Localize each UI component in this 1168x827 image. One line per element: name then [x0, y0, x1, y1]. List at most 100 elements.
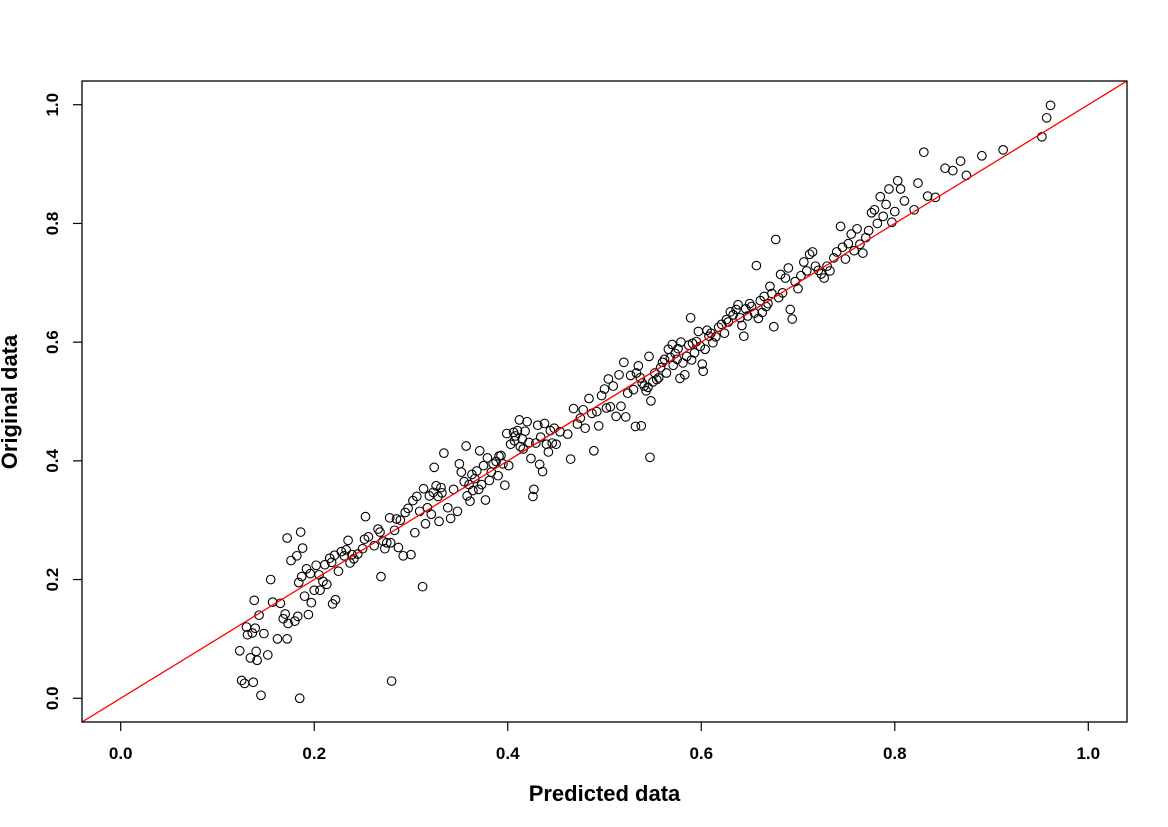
- data-point: [242, 629, 253, 640]
- data-point: [247, 628, 258, 638]
- data-point: [625, 370, 636, 381]
- data-point: [474, 445, 485, 456]
- data-point: [608, 381, 619, 391]
- data-point: [272, 634, 283, 644]
- data-point: [822, 261, 832, 272]
- data-point: [454, 458, 465, 469]
- data-point: [296, 571, 307, 582]
- data-point: [330, 594, 341, 605]
- data-point: [855, 239, 865, 250]
- data-point: [520, 426, 531, 437]
- data-point: [256, 690, 266, 701]
- data-point: [420, 518, 431, 529]
- data-point: [395, 515, 406, 526]
- data-point: [529, 484, 539, 495]
- data-point: [248, 677, 259, 688]
- data-point: [768, 321, 779, 332]
- data-point: [509, 435, 520, 446]
- data-point: [431, 480, 441, 491]
- data-point: [679, 369, 690, 380]
- reference-line: [82, 81, 1127, 722]
- x-tick-label: 0.6: [689, 744, 713, 763]
- data-point: [770, 234, 781, 245]
- data-point: [661, 368, 672, 378]
- data-point: [262, 650, 273, 660]
- data-point: [465, 496, 475, 507]
- data-point: [250, 623, 261, 634]
- y-axis-title: Original data: [0, 334, 22, 469]
- data-point: [306, 597, 317, 608]
- data-point: [551, 439, 561, 450]
- data-point: [568, 403, 579, 414]
- x-tick-label: 1.0: [1076, 744, 1100, 763]
- data-point: [909, 204, 919, 215]
- data-point: [863, 225, 874, 236]
- data-point: [728, 310, 739, 320]
- data-point: [311, 560, 322, 571]
- data-point: [721, 314, 732, 325]
- data-point: [426, 509, 437, 520]
- data-point: [373, 524, 383, 534]
- data-point: [1041, 112, 1052, 123]
- data-point: [593, 420, 604, 431]
- data-point: [895, 184, 906, 194]
- data-point: [493, 470, 503, 481]
- data-point: [668, 360, 679, 371]
- data-point: [315, 585, 325, 596]
- data-point: [708, 337, 718, 348]
- data-point: [265, 574, 276, 585]
- data-point: [343, 535, 353, 546]
- data-point: [436, 482, 446, 493]
- data-point: [468, 485, 478, 496]
- data-point: [737, 320, 747, 331]
- data-point: [796, 270, 806, 281]
- data-point: [655, 362, 666, 373]
- data-point: [899, 196, 910, 206]
- data-point: [733, 299, 743, 310]
- data-point: [866, 207, 877, 218]
- data-point: [628, 384, 639, 395]
- data-point: [947, 165, 958, 176]
- data-point: [605, 401, 616, 412]
- data-point: [673, 343, 683, 354]
- data-point: [385, 537, 396, 548]
- data-point: [411, 491, 422, 502]
- data-point: [645, 452, 655, 463]
- points-layer: [234, 100, 1056, 704]
- data-point: [804, 249, 815, 260]
- data-point: [282, 533, 292, 543]
- data-point: [693, 326, 704, 337]
- data-point: [635, 372, 646, 383]
- x-tick-label: 0.2: [302, 744, 326, 763]
- data-point: [245, 653, 256, 663]
- data-point: [290, 616, 300, 626]
- data-point: [254, 610, 264, 621]
- data-point: [611, 411, 621, 422]
- data-point: [643, 382, 653, 393]
- data-point: [360, 511, 371, 522]
- data-point: [651, 374, 662, 385]
- data-point: [889, 206, 900, 217]
- data-point: [589, 445, 599, 456]
- data-point: [339, 550, 350, 561]
- data-point: [439, 448, 449, 458]
- data-point: [639, 381, 650, 391]
- data-point: [831, 247, 842, 257]
- data-point: [251, 646, 262, 657]
- data-point: [352, 549, 363, 559]
- data-point: [930, 192, 941, 203]
- data-point: [913, 178, 923, 188]
- data-point: [295, 527, 306, 537]
- data-point: [738, 331, 749, 342]
- data-point: [681, 351, 692, 362]
- x-axis-title: Predicted data: [529, 781, 681, 806]
- data-point: [780, 273, 791, 283]
- data-point: [633, 361, 644, 371]
- data-point: [389, 525, 400, 536]
- data-point: [591, 406, 602, 417]
- data-point: [601, 403, 612, 413]
- data-point: [280, 609, 291, 619]
- data-point: [393, 542, 404, 553]
- data-point: [653, 372, 664, 383]
- x-tick-label: 0.8: [883, 744, 907, 763]
